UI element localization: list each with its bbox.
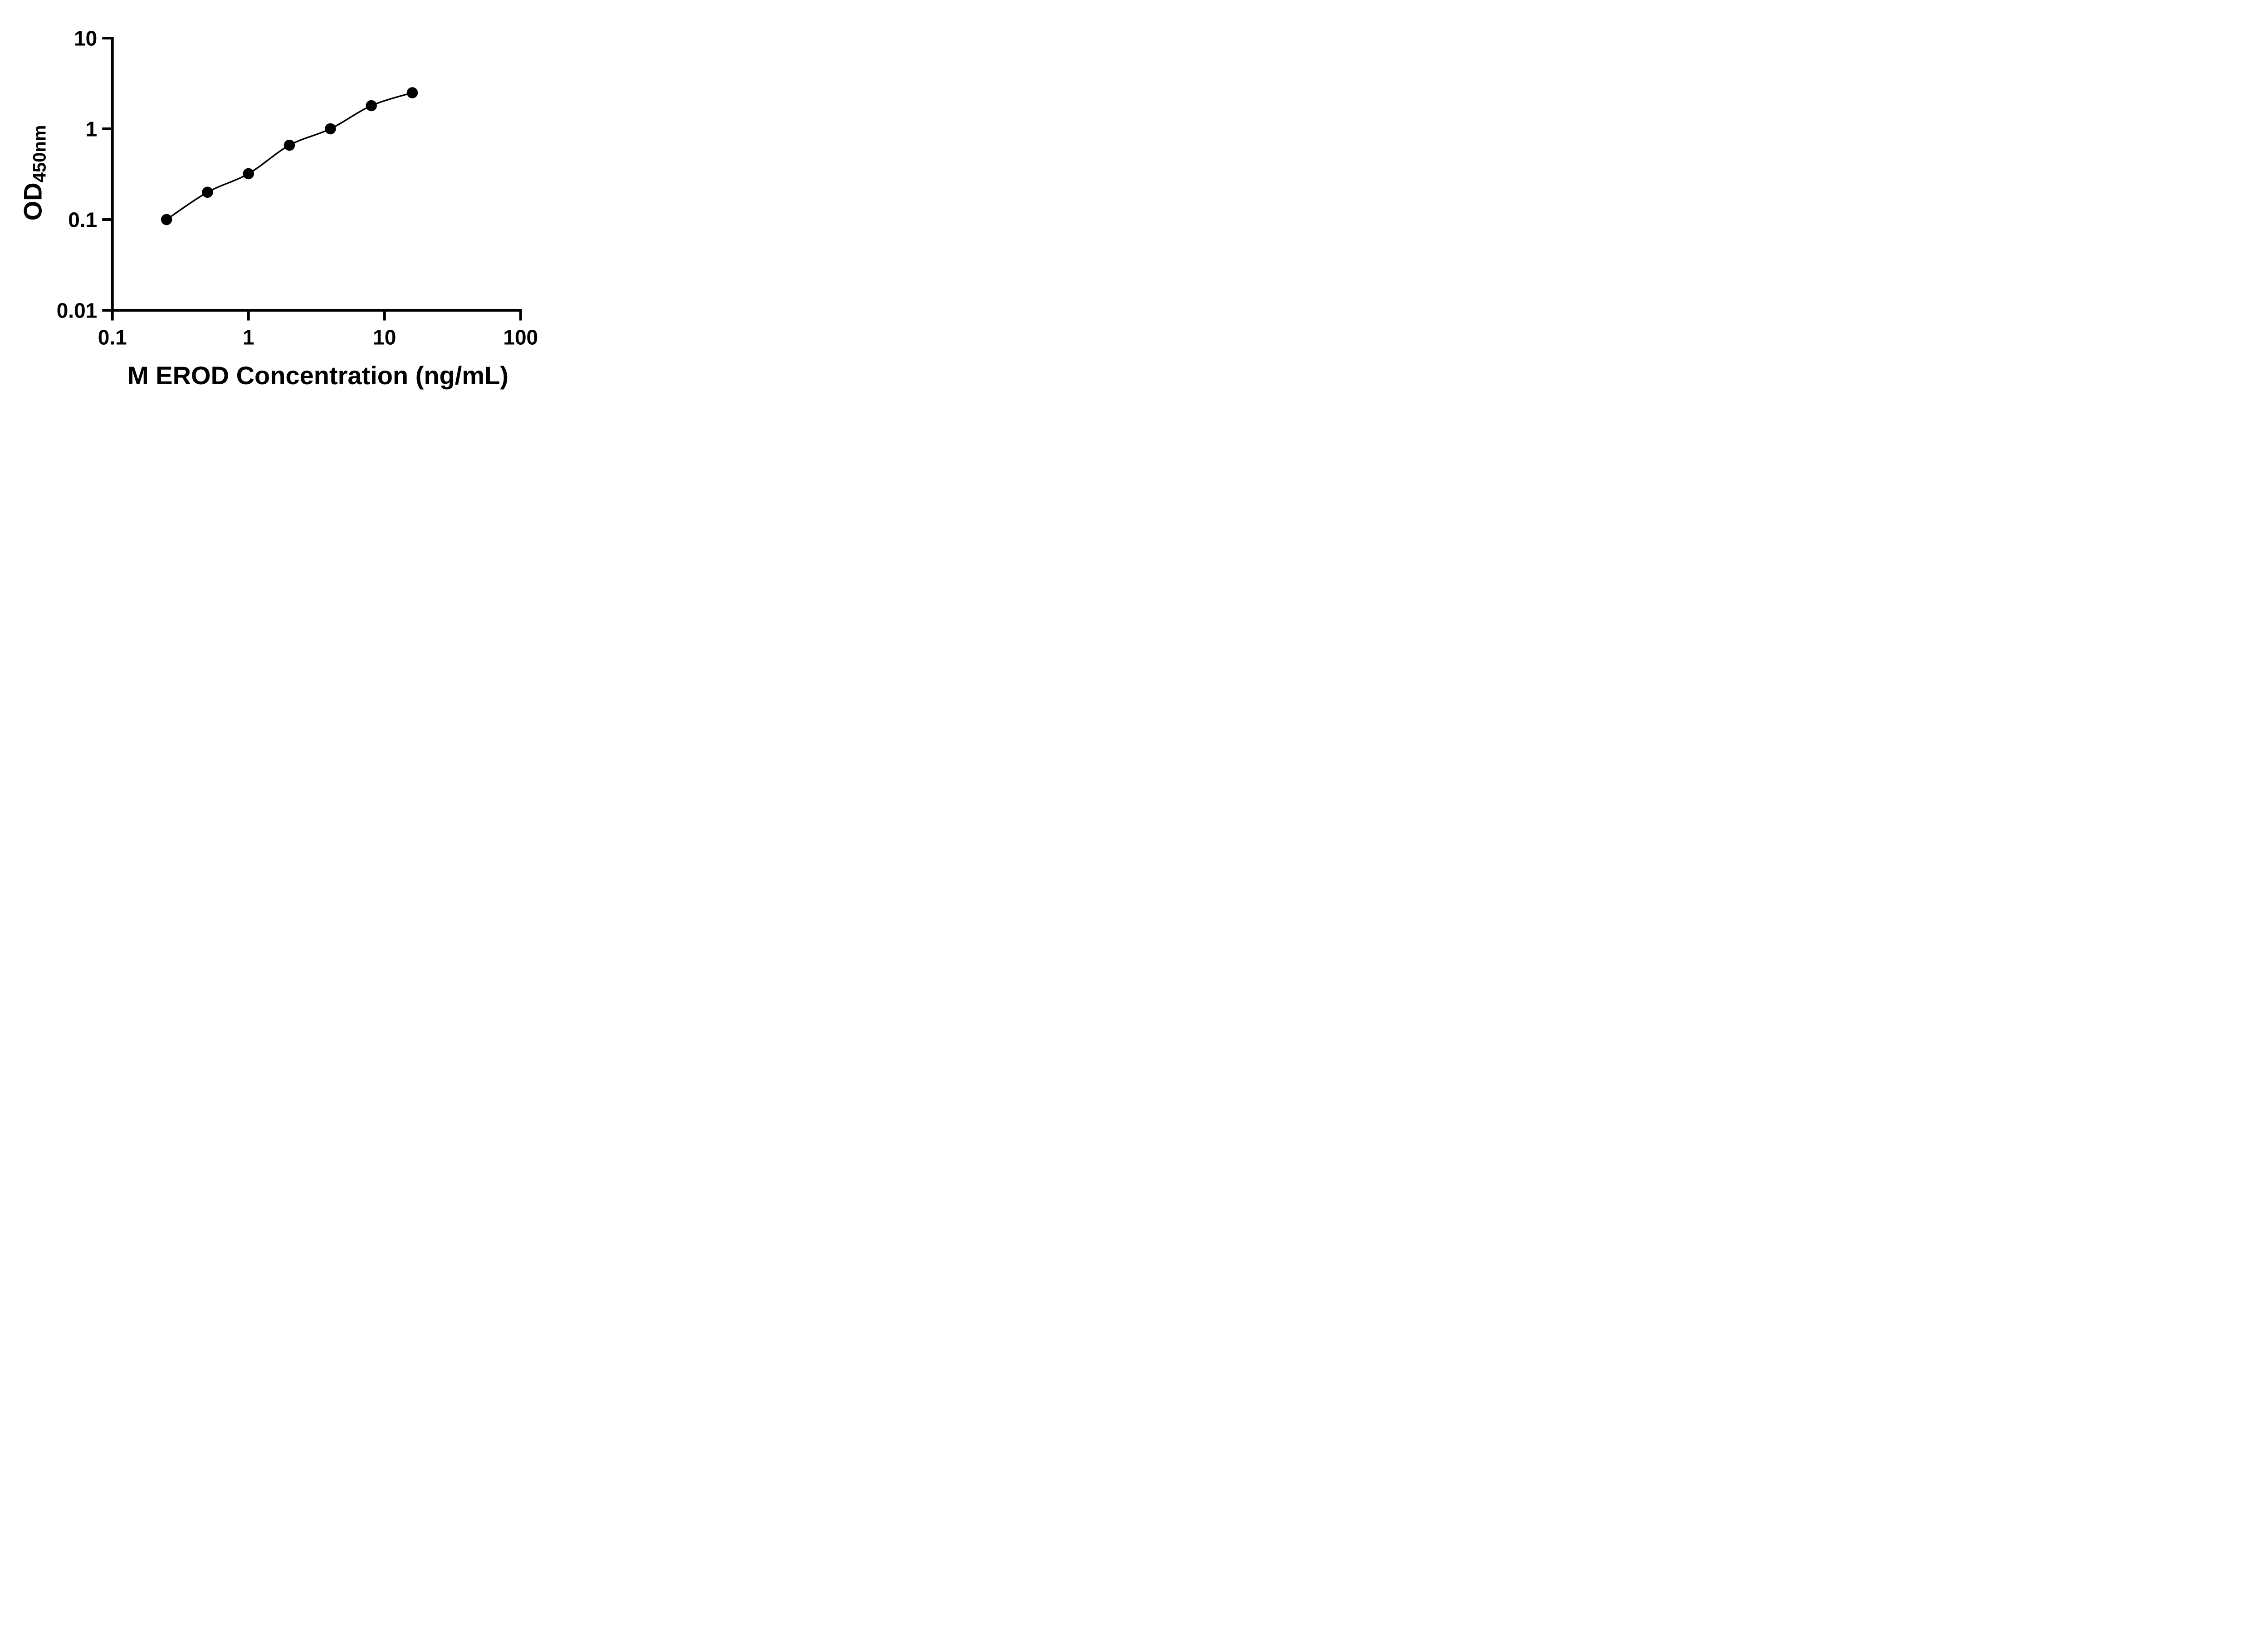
y-tick-label: 0.1 — [68, 208, 97, 232]
y-tick-label: 1 — [86, 117, 98, 141]
y-axis-title-main: OD — [18, 182, 47, 221]
data-point — [325, 123, 336, 135]
data-point — [406, 87, 418, 98]
data-point — [243, 168, 254, 180]
fit-curve — [166, 92, 413, 220]
elisa-standard-curve-figure: 10 1 0.1 0.01 0.1 1 10 100 M EROD Concentration… — [0, 0, 583, 408]
data-point — [161, 214, 172, 225]
x-tick-label: 0.1 — [98, 326, 127, 349]
axes-layer — [111, 37, 522, 312]
y-axis-title: OD450nm — [18, 125, 50, 221]
data-point — [366, 100, 377, 112]
x-axis-title-text: M EROD Concentration (ng/mL) — [127, 361, 508, 390]
x-tick-label: 100 — [503, 326, 538, 349]
x-axis-title: M EROD Concentration (ng/mL) — [127, 362, 508, 390]
y-tick-label: 10 — [74, 27, 97, 50]
y-axis-title-subscript: 450nm — [29, 125, 50, 183]
data-point — [202, 186, 213, 198]
series-layer — [161, 87, 418, 225]
y-tick-label: 0.01 — [57, 299, 98, 323]
data-point — [284, 139, 295, 151]
x-tick-label: 10 — [373, 326, 396, 349]
x-tick-label: 1 — [243, 326, 254, 349]
tick-layer — [102, 37, 522, 321]
